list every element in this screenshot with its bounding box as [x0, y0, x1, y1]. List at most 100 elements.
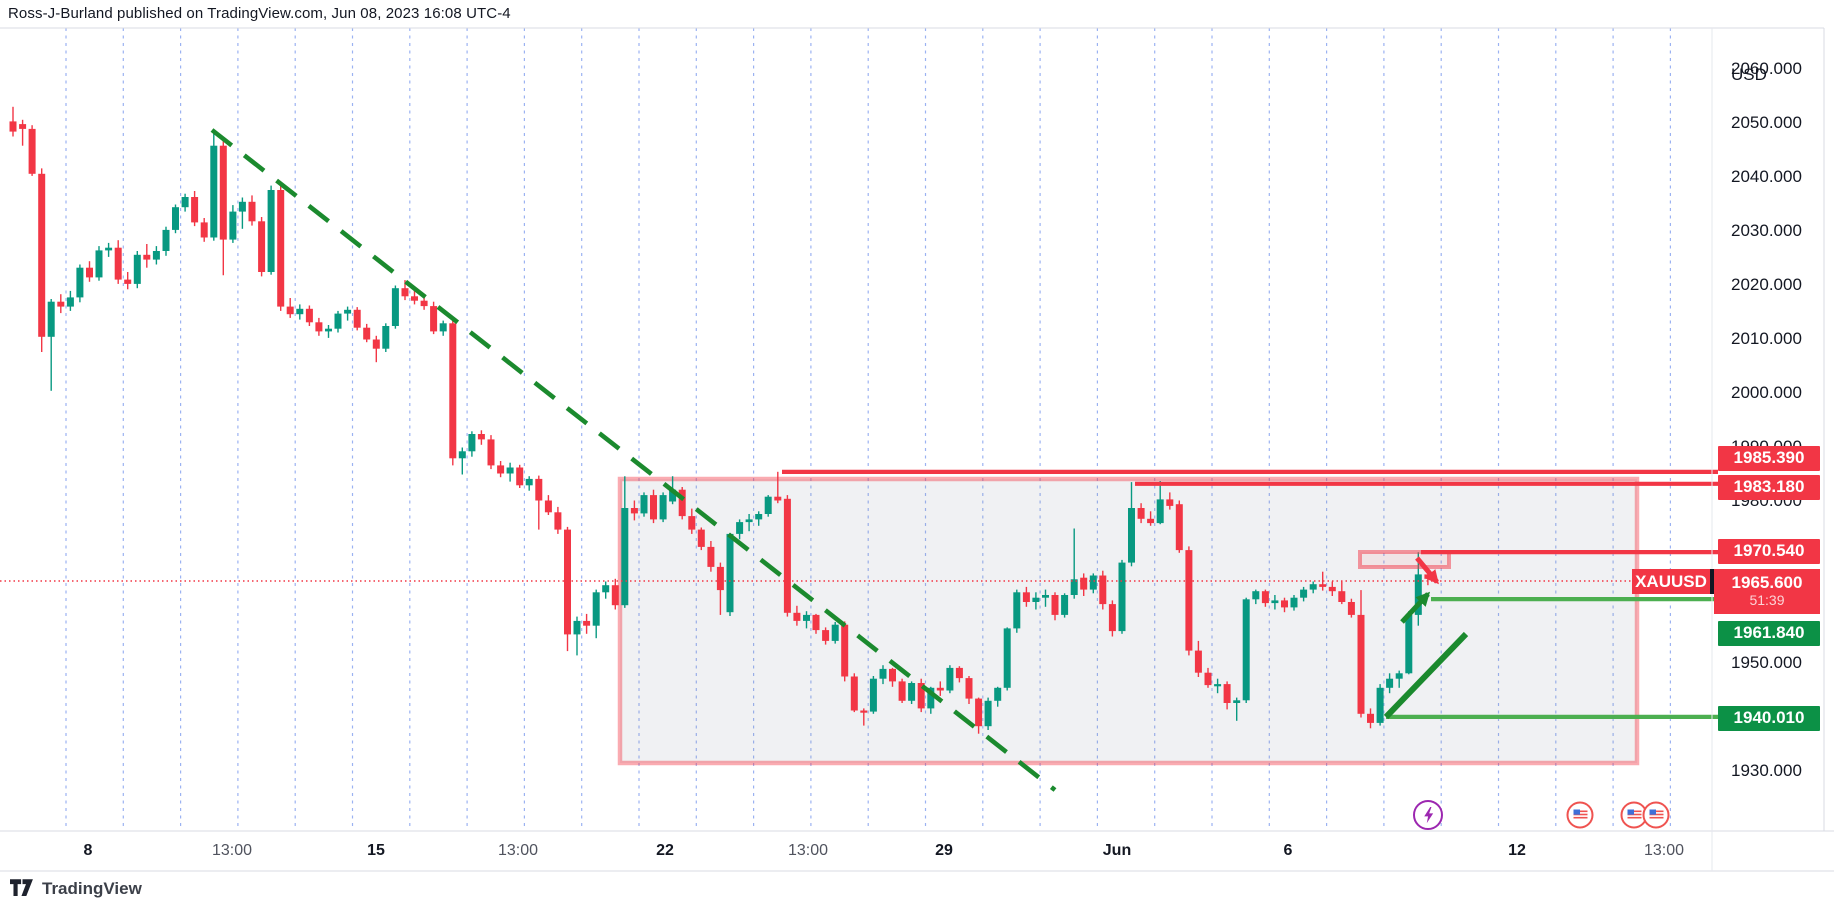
- candle-body: [898, 681, 906, 701]
- candle-body: [955, 667, 963, 679]
- candle: [994, 686, 1002, 707]
- candle-body: [1070, 579, 1078, 595]
- supply-zone-box[interactable]: [1358, 550, 1451, 569]
- candle: [458, 447, 466, 475]
- candle: [764, 495, 772, 517]
- price-tick: 2030.000: [1731, 221, 1802, 240]
- candle-body: [315, 322, 323, 332]
- candle-body: [181, 197, 189, 208]
- us-flag-icon[interactable]: [1642, 801, 1670, 829]
- candle-body: [630, 508, 638, 514]
- candle: [133, 251, 141, 289]
- candle: [1271, 595, 1279, 610]
- candle: [210, 132, 218, 241]
- candle-body: [1118, 562, 1126, 632]
- time-tick: 6: [1283, 842, 1293, 859]
- candle-body: [946, 667, 954, 691]
- tradingview-logo[interactable]: TradingView: [10, 876, 142, 902]
- candle: [1338, 581, 1346, 605]
- candle-body: [564, 529, 571, 635]
- candle-body: [544, 500, 552, 513]
- candle: [946, 665, 954, 694]
- candle-body: [210, 145, 218, 238]
- candle: [315, 317, 323, 336]
- candle-body: [238, 201, 246, 212]
- candle-body: [1194, 650, 1202, 673]
- price-axis-currency: USD: [1731, 65, 1767, 84]
- candle-body: [783, 498, 791, 613]
- price-tick: 1950.000: [1731, 653, 1802, 672]
- descending-trendline[interactable]: [210, 128, 1057, 792]
- candle-body: [516, 467, 524, 486]
- candle: [95, 246, 103, 281]
- candle: [726, 532, 734, 616]
- candle: [162, 226, 170, 256]
- candle: [219, 140, 227, 276]
- candle-body: [1204, 672, 1212, 686]
- candle-body: [172, 207, 179, 230]
- lightning-icon[interactable]: [1413, 800, 1443, 830]
- candle-body: [105, 247, 113, 251]
- time-axis[interactable]: 8 13:00 15 13:00 22 13:00 29 Jun 6 12 13:00: [0, 831, 1834, 871]
- candle-body: [831, 624, 839, 641]
- candle: [1405, 611, 1413, 675]
- candle: [975, 697, 983, 734]
- us-flag-icon[interactable]: [1566, 801, 1594, 829]
- candle: [1347, 598, 1355, 618]
- candle: [1357, 590, 1365, 718]
- candle-body: [133, 254, 141, 284]
- candle: [1252, 589, 1260, 605]
- candle-body: [525, 478, 533, 486]
- candle-body: [736, 522, 744, 534]
- candle-body: [66, 297, 74, 307]
- projection-arrow[interactable]: [1383, 631, 1469, 720]
- projection-arrow[interactable]: [1400, 591, 1431, 624]
- price-tick: 2010.000: [1731, 329, 1802, 348]
- price-tick: 2020.000: [1731, 275, 1802, 294]
- candle-body: [344, 309, 352, 314]
- candle: [793, 605, 801, 626]
- candle-body: [688, 516, 696, 530]
- candle: [449, 320, 457, 466]
- candle: [277, 183, 285, 311]
- candle-body: [975, 698, 983, 727]
- candle-body: [669, 489, 677, 502]
- candle: [783, 495, 791, 617]
- candle: [1032, 592, 1040, 610]
- candle: [812, 613, 820, 634]
- candle-body: [325, 328, 332, 332]
- candle-body: [889, 668, 896, 682]
- candle-body: [1309, 584, 1317, 590]
- candle: [477, 430, 485, 445]
- candle: [908, 681, 916, 704]
- candle-body: [219, 145, 227, 240]
- candle-body: [200, 222, 208, 238]
- candle: [353, 307, 361, 331]
- candle: [1166, 492, 1174, 510]
- candle-body: [535, 478, 543, 501]
- time-tick: 8: [83, 842, 93, 859]
- candle-body: [879, 668, 887, 679]
- candle: [1156, 481, 1164, 525]
- candle-body: [1099, 575, 1107, 605]
- candle: [621, 476, 629, 608]
- candle-body: [9, 121, 17, 132]
- axis-divider: [1710, 569, 1714, 594]
- candle-body: [1338, 591, 1346, 602]
- candle-body: [1252, 591, 1260, 600]
- candle: [1376, 684, 1384, 726]
- us-flag-glyph: [1627, 809, 1641, 821]
- candle: [917, 678, 925, 713]
- current-price-value: 1965.600: [1731, 573, 1803, 593]
- candle-body: [152, 251, 160, 260]
- candle: [86, 261, 93, 282]
- candle: [1137, 503, 1145, 524]
- candle-body: [86, 267, 93, 278]
- rejection-arrow[interactable]: [1415, 556, 1439, 585]
- candle: [57, 294, 65, 314]
- candle-body: [458, 451, 466, 459]
- candle-body: [1128, 508, 1135, 563]
- candle: [1233, 697, 1241, 721]
- candle-body: [1032, 597, 1040, 602]
